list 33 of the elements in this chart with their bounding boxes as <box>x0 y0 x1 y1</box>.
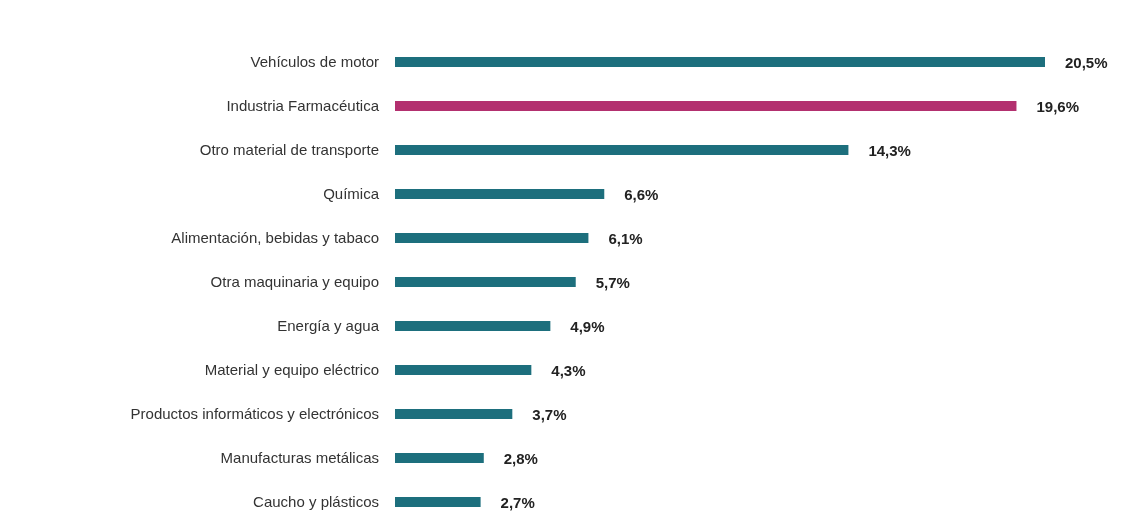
data-label: 4,9% <box>570 317 605 335</box>
bar <box>395 453 484 463</box>
data-label: 5,7% <box>595 273 630 291</box>
y-tick-label: Material y equipo eléctrico <box>204 361 379 379</box>
y-tick-label: Alimentación, bebidas y tabaco <box>171 229 379 247</box>
y-tick-label: Otro material de transporte <box>199 141 379 159</box>
y-tick-label: Vehículos de motor <box>250 53 379 71</box>
bar <box>395 233 589 243</box>
y-tick-label: Caucho y plásticos <box>253 493 379 511</box>
bar <box>395 57 1045 67</box>
y-tick-label: Productos informáticos y electrónicos <box>130 405 379 423</box>
data-label: 20,5% <box>1065 53 1108 71</box>
bar <box>395 497 481 507</box>
y-tick-label: Química <box>323 185 380 203</box>
bar <box>395 101 1017 111</box>
y-tick-label: Otra maquinaria y equipo <box>210 273 379 291</box>
data-label: 2,8% <box>503 449 538 467</box>
data-label: 14,3% <box>868 141 911 159</box>
y-tick-label: Manufacturas metálicas <box>220 449 379 467</box>
bar <box>395 409 513 419</box>
y-tick-label: Industria Farmacéutica <box>226 97 380 115</box>
bar <box>395 145 849 155</box>
y-tick-label: Energía y agua <box>277 317 380 335</box>
data-label: 6,1% <box>608 229 643 247</box>
bar <box>395 277 576 287</box>
data-label: 4,3% <box>551 361 586 379</box>
data-label: 2,7% <box>500 493 535 511</box>
bar <box>395 189 605 199</box>
data-label: 6,6% <box>624 185 659 203</box>
data-label: 3,7% <box>532 405 567 423</box>
bar <box>395 365 532 375</box>
data-label: 19,6% <box>1036 97 1080 115</box>
bar <box>395 321 551 331</box>
